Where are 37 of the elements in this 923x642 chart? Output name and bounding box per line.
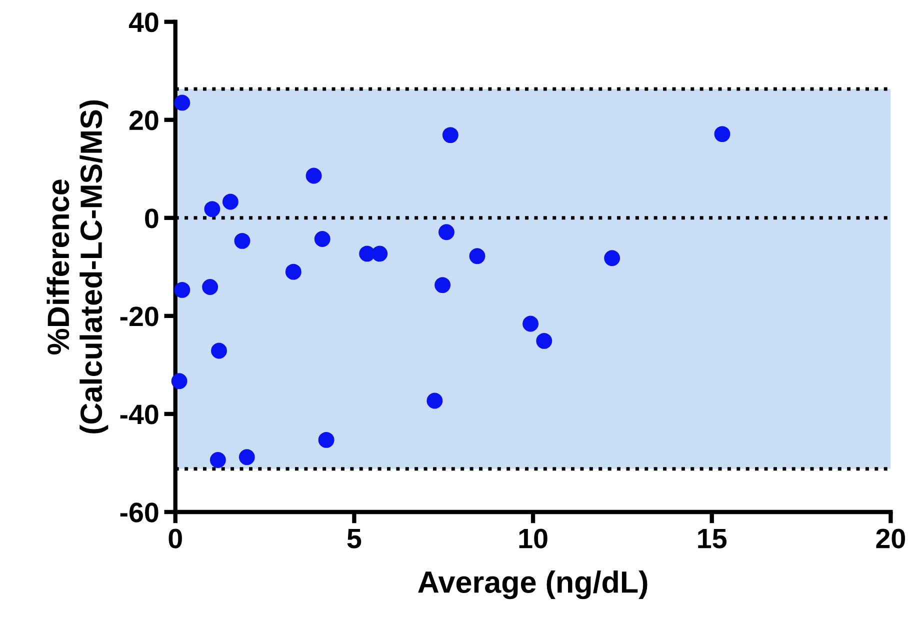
point [238,449,255,466]
point [202,279,218,295]
point [434,277,451,294]
point [318,432,334,448]
y-tick-label: 0 [145,208,158,228]
point [222,194,238,210]
point [210,452,226,468]
point [314,230,330,247]
y-tick-label: -40 [120,404,158,424]
point [442,127,458,144]
point [372,246,388,262]
point [469,248,486,264]
point [306,168,322,184]
x-tick-label: 15 [698,528,727,548]
point [536,332,552,349]
y-tick-label: -20 [120,306,158,326]
y-axis-title: %Difference (Calculated-LC-MS/MS) [46,100,108,434]
point [604,250,620,266]
y-tick-label: 40 [128,12,158,32]
x-tick-label: 10 [519,528,548,548]
x-tick-label: 5 [347,528,362,548]
point [204,201,220,218]
point [174,94,190,111]
point [171,373,188,390]
point [438,224,454,240]
point [174,282,190,298]
x-tick-label: 20 [876,528,906,548]
point [285,264,302,280]
y-tick-label: 20 [129,110,158,130]
point [426,392,443,409]
y-tick-label: -60 [120,502,158,522]
point [211,342,227,359]
x-tick-label: 0 [168,528,182,548]
point [234,232,250,249]
point [714,126,730,142]
x-axis-title: Average (ng/dL) [418,570,648,600]
point [522,316,539,332]
